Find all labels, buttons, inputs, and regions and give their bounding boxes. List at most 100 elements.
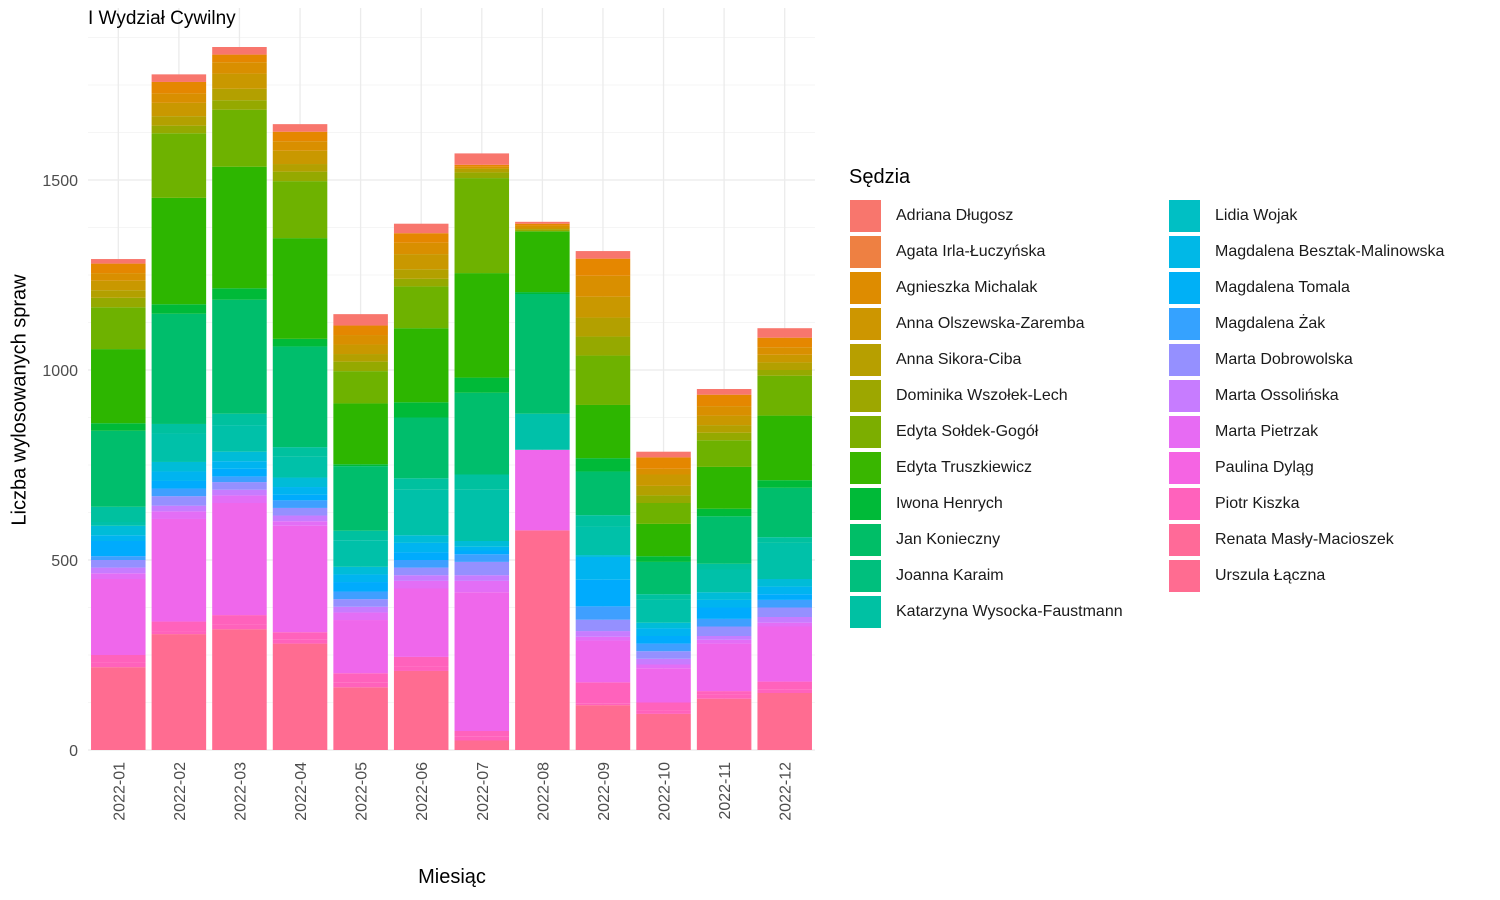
- legend-key-swatch: [1168, 235, 1201, 269]
- bar-segment: [333, 606, 388, 613]
- bar-segment: [91, 290, 146, 298]
- y-tick-label: 1500: [42, 173, 78, 190]
- bar-segment: [575, 640, 631, 683]
- bar-segment: [272, 141, 328, 151]
- bar-segment: [333, 591, 388, 600]
- bar-segment: [212, 88, 267, 101]
- bar-segment: [333, 344, 388, 355]
- bar-segment: [212, 47, 267, 55]
- bar-segment: [696, 694, 752, 699]
- bar-segment: [151, 197, 207, 305]
- bar-segment: [212, 629, 267, 750]
- legend-label: Iwona Henrych: [896, 495, 1003, 512]
- bar-segment: [212, 73, 267, 89]
- bar-segment: [454, 740, 510, 750]
- bar-segment: [393, 552, 449, 560]
- bar-segment: [636, 451, 691, 458]
- bar-segment: [454, 273, 510, 378]
- x-tick-label: 2022-01: [111, 762, 128, 821]
- legend-item: Jan Konieczny: [849, 523, 1000, 557]
- bar-segment: [696, 563, 752, 570]
- bar-segment: [151, 496, 207, 506]
- bar-segment: [575, 606, 631, 620]
- bar-segment: [151, 505, 207, 512]
- bar-segment: [393, 489, 449, 536]
- bar-segment: [212, 476, 267, 483]
- legend-key-swatch: [1168, 307, 1201, 341]
- bar-segment: [757, 347, 812, 355]
- bar-segment: [212, 288, 267, 300]
- bar-segment: [454, 178, 510, 274]
- bar-segment: [393, 542, 449, 553]
- bar-segment: [757, 599, 812, 608]
- bar-segment: [212, 425, 267, 452]
- bars: [91, 47, 812, 750]
- bar-segment: [454, 731, 510, 737]
- legend-label: Magdalena Żak: [1215, 315, 1326, 332]
- bar-segment: [151, 93, 207, 103]
- bar-segment: [636, 668, 691, 703]
- bar-segment: [272, 507, 328, 516]
- bar-segment: [91, 560, 146, 568]
- bar-segment: [393, 560, 449, 568]
- bar-segment: [272, 487, 328, 495]
- legend-item: Agnieszka Michalak: [849, 271, 1037, 305]
- bar-segment: [575, 275, 631, 297]
- bar-segment: [757, 487, 812, 538]
- bar-segment: [454, 168, 510, 173]
- bar-segment: [636, 594, 691, 600]
- bar-segment: [91, 556, 146, 560]
- bar-segment: [333, 673, 388, 683]
- bar-segment: [393, 478, 449, 490]
- bar-segment: [454, 541, 510, 547]
- bar-segment: [636, 457, 691, 469]
- bar-segment: [515, 221, 570, 224]
- bar-segment: [636, 503, 691, 524]
- bar-segment: [393, 328, 449, 403]
- legend-item: Iwona Henrych: [849, 487, 1003, 521]
- legend-label: Anna Olszewska-Zaremba: [896, 315, 1085, 332]
- bar-segment: [91, 541, 146, 557]
- bar-segment: [151, 634, 207, 750]
- bar-segment: [696, 618, 752, 627]
- legend-item: Magdalena Żak: [1168, 307, 1325, 341]
- bar-segment: [696, 406, 752, 416]
- bar-segment: [636, 599, 691, 623]
- bar-segment: [636, 636, 691, 644]
- bar-segment: [575, 355, 631, 405]
- bar-segment: [212, 413, 267, 426]
- bar-segment: [151, 480, 207, 489]
- bar-segment: [272, 500, 328, 508]
- legend-item: Marta Ossolińska: [1168, 379, 1339, 413]
- legend-label: Joanna Karaim: [896, 567, 1004, 584]
- legend-key-swatch: [849, 415, 882, 449]
- bar-segment: [333, 464, 388, 467]
- legend-key-swatch: [1168, 559, 1201, 593]
- bar-segment: [575, 631, 631, 637]
- bar-segment: [393, 666, 449, 671]
- bar-segment: [454, 153, 510, 165]
- bar-segment: [333, 371, 388, 404]
- bar-segment: [393, 402, 449, 418]
- bar-segment: [696, 698, 752, 750]
- legend-label: Magdalena Besztak-Malinowska: [1215, 243, 1445, 260]
- bar-segment: [454, 377, 510, 393]
- x-tick-label: 2022-11: [717, 762, 734, 820]
- bar-segment: [393, 580, 449, 589]
- bar-segment: [575, 526, 631, 556]
- x-tick-label: 2022-06: [414, 762, 431, 821]
- legend-label: Marta Pietrzak: [1215, 423, 1319, 440]
- bar-segment: [212, 495, 267, 503]
- bar-segment: [333, 354, 388, 362]
- legend-item: Magdalena Tomala: [1168, 271, 1350, 305]
- legend-item: Adriana Długosz: [849, 199, 1013, 233]
- legend-label: Agnieszka Michalak: [896, 279, 1038, 296]
- bar-segment: [454, 736, 510, 741]
- bar-segment: [636, 495, 691, 503]
- bar-segment: [696, 592, 752, 600]
- bar-segment: [212, 461, 267, 469]
- bar-segment: [333, 314, 388, 326]
- legend-item: Edyta Sołdek-Gogół: [849, 415, 1038, 449]
- bar-segment: [91, 525, 146, 536]
- bar-segment: [757, 375, 812, 416]
